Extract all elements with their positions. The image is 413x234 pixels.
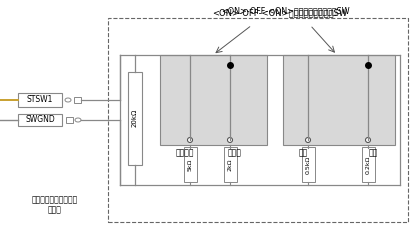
Text: SWGND: SWGND: [25, 116, 55, 124]
Text: <ON>-OFF-<ON>モーメンタリトグルSW: <ON>-OFF-<ON>モーメンタリトグルSW: [212, 8, 347, 17]
Bar: [66, 117, 73, 123]
Bar: [282, 55, 394, 145]
Bar: [301, 147, 314, 183]
Text: 早送り: 早送り: [228, 148, 241, 157]
Bar: [18, 93, 62, 107]
Text: プラスチックケースに
収める: プラスチックケースに 収める: [32, 195, 78, 214]
Bar: [108, 18, 407, 222]
Bar: [128, 72, 142, 165]
Bar: [183, 147, 197, 183]
Text: 巻き戻し: 巻き戻し: [176, 148, 194, 157]
Text: 拡大: 拡大: [298, 148, 307, 157]
Text: 20kΩ: 20kΩ: [132, 109, 138, 127]
Bar: [223, 147, 236, 183]
Bar: [159, 55, 266, 145]
Text: STSW1: STSW1: [27, 95, 53, 105]
Ellipse shape: [187, 138, 192, 143]
Text: 2kΩ: 2kΩ: [227, 159, 232, 171]
Text: 0.5kΩ: 0.5kΩ: [305, 156, 310, 174]
Ellipse shape: [305, 138, 310, 143]
Bar: [74, 97, 81, 103]
Bar: [361, 147, 374, 183]
Text: <ON>-OFF-<ON>モーメンタリトグルSW: <ON>-OFF-<ON>モーメンタリトグルSW: [220, 6, 349, 15]
Bar: [18, 114, 62, 126]
Text: 5kΩ: 5kΩ: [187, 159, 192, 171]
Ellipse shape: [365, 138, 370, 143]
Text: 縮小: 縮小: [368, 148, 377, 157]
Ellipse shape: [227, 138, 232, 143]
Text: 0.2kΩ: 0.2kΩ: [365, 156, 370, 174]
